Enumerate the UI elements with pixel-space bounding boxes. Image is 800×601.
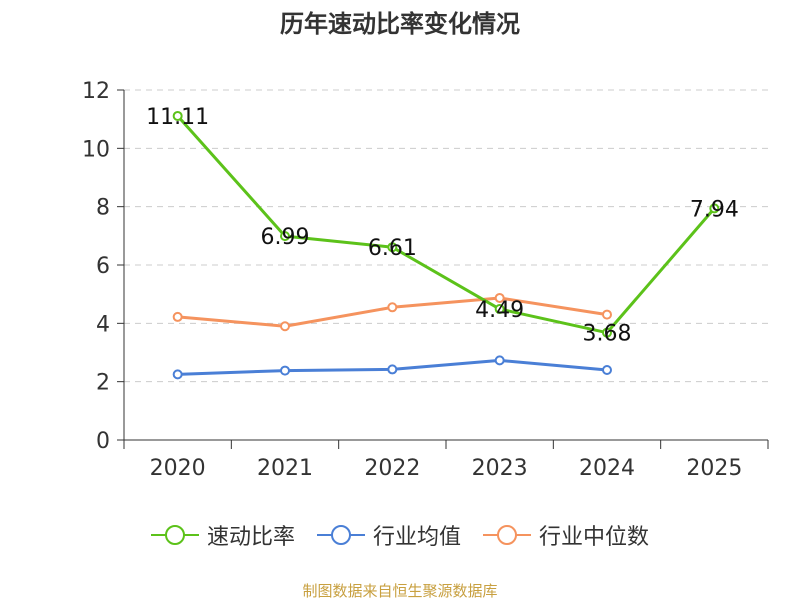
y-tick-label-12: 12 xyxy=(82,79,110,104)
series-0-point-2025 xyxy=(709,203,720,214)
series-0-point-2023 xyxy=(494,304,505,315)
y-tick-label-2: 2 xyxy=(96,371,110,396)
series-2-point-2023 xyxy=(494,292,505,303)
y-tick-label-10: 10 xyxy=(82,137,110,162)
series-0-point-2021 xyxy=(280,231,290,242)
data-label-2020: 11.11 xyxy=(146,105,209,130)
x-tick-label-2020: 2020 xyxy=(150,456,206,481)
legend-marker-industry-mean xyxy=(316,525,365,545)
series-0-point-2020 xyxy=(172,110,183,121)
series-2-point-2024 xyxy=(602,309,612,320)
y-tick-label-4: 4 xyxy=(96,312,110,337)
series-1-point-2024 xyxy=(602,365,612,375)
x-tick-label-2024: 2024 xyxy=(579,456,635,481)
legend-item-industry-mean[interactable]: 行业均值 xyxy=(316,519,461,551)
legend-item-industry-median[interactable]: 行业中位数 xyxy=(483,519,649,551)
chart-legend: 速动比率 行业均值 行业中位数 xyxy=(0,519,800,551)
x-tick-label-2023: 2023 xyxy=(472,456,528,481)
series-0-point-2024 xyxy=(602,327,612,338)
x-tick-label-2025: 2025 xyxy=(686,456,742,481)
series-0-line xyxy=(176,114,716,335)
legend-label-industry-mean: 行业均值 xyxy=(372,525,461,550)
data-label-2024: 3.68 xyxy=(583,322,632,347)
x-tick-label-2021: 2021 xyxy=(257,456,313,481)
series-1-point-2020 xyxy=(172,369,183,380)
series-1-point-2022 xyxy=(387,364,398,375)
series-2-point-2020 xyxy=(172,311,183,322)
legend-marker-quick-ratio xyxy=(150,525,199,545)
y-tick-label-8: 8 xyxy=(96,196,110,221)
data-label-2021: 6.99 xyxy=(261,225,310,250)
series-2-point-2022 xyxy=(387,302,398,313)
legend-item-quick-ratio[interactable]: 速动比率 xyxy=(150,519,295,551)
series-2-point-2021 xyxy=(280,321,290,332)
y-tick-label-0: 0 xyxy=(96,429,110,454)
series-1-point-2021 xyxy=(280,365,290,376)
series-1-point-2023 xyxy=(494,355,505,366)
legend-label-quick-ratio: 速动比率 xyxy=(206,525,295,550)
data-source-note: 制图数据来自恒生聚源数据库 xyxy=(302,582,498,600)
chart-title: 历年速动比率变化情况 xyxy=(280,10,520,38)
data-label-2022: 6.61 xyxy=(368,236,417,261)
legend-label-industry-median: 行业中位数 xyxy=(539,525,650,550)
legend-marker-industry-median xyxy=(483,525,531,545)
series-0-point-2022 xyxy=(387,242,398,253)
data-label-2025: 7.94 xyxy=(690,197,739,222)
y-tick-label-6: 6 xyxy=(96,254,110,279)
x-tick-label-2022: 2022 xyxy=(364,456,420,481)
data-label-2023: 4.49 xyxy=(475,298,524,323)
